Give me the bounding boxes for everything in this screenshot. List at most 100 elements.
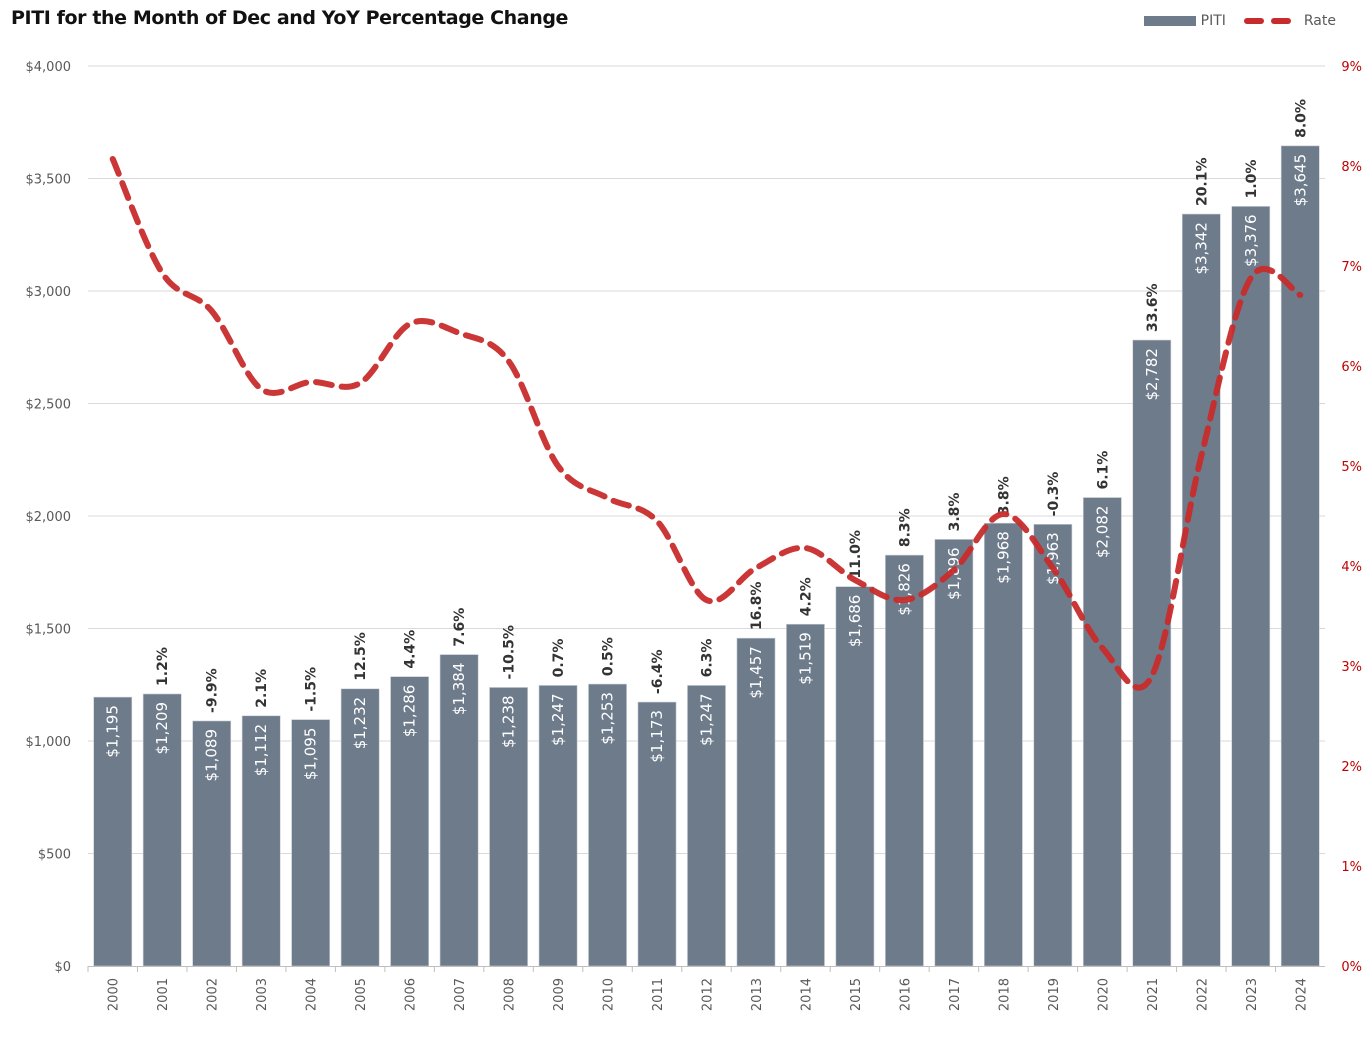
legend-piti-label: PITI [1200,13,1226,29]
bar [1082,497,1122,967]
x-tick-label: 2021 [1146,978,1161,1011]
bar-value-label: $1,384 [450,663,468,716]
bar-value-label: $1,173 [648,710,666,763]
yoy-change-label: -6.4% [650,649,666,694]
bar-value-label: $2,782 [1143,348,1161,401]
bar [192,720,232,967]
bar [786,623,825,967]
bar-value-label: $1,247 [698,693,716,746]
bar [489,687,528,967]
y-tick-label: $2,000 [26,510,72,525]
yoy-change-label: 0.7% [551,639,567,678]
legend-rate-swatch [1243,16,1296,26]
x-tick-label: 2022 [1195,978,1210,1011]
yoy-change-label: 1.2% [155,647,171,686]
x-tick-label: 2013 [750,978,765,1011]
x-tick-label: 2017 [948,978,963,1011]
bar-value-label: $1,089 [203,729,221,782]
yoy-change-label: -10.5% [502,625,518,679]
yoy-change-label: 1.0% [1244,160,1260,199]
axes: $0 $500 $1,000 $1,500 $2,000 $2,500 $3,000 $3,5… [26,60,1363,1011]
yoy-change-label: 4.4% [403,630,419,669]
x-tick-label: 2008 [503,978,518,1011]
x-tick-label: 2003 [255,978,270,1011]
bar-value-label: $1,968 [994,531,1012,584]
bar [1132,339,1172,967]
x-tick-label: 2023 [1245,978,1260,1011]
bar [439,654,479,967]
bar-value-label: $1,209 [153,702,171,755]
yoy-change-label: 3.8% [947,493,963,532]
bar-value-label: $1,457 [747,646,765,699]
bar [1181,213,1221,967]
y2-tick-label: 4% [1341,560,1362,575]
x-tick-label: 2005 [354,978,369,1011]
bar-value-label: $1,519 [796,632,814,685]
bar [340,688,380,967]
yoy-change-label: 8.0% [1293,99,1309,138]
bar-value-label: $1,232 [351,697,369,750]
x-tick-label: 2019 [1047,978,1062,1011]
y2-tick-label: 5% [1341,460,1362,475]
yoy-change-label: 2.1% [254,669,270,708]
bar [1231,206,1271,967]
yoy-change-label: -0.3% [1046,472,1062,517]
y2-tick-label: 7% [1341,260,1362,275]
x-tick-label: 2006 [404,978,419,1011]
x-tick-label: 2014 [799,978,814,1011]
yoy-change-label: -9.9% [205,668,221,713]
yoy-change-label: 20.1% [1194,157,1210,206]
bar-value-label: $1,238 [500,695,518,748]
y-tick-label: $0 [54,960,71,975]
y-tick-label: $2,500 [26,398,72,413]
x-tick-label: 2011 [651,978,666,1011]
bar-value-label: $1,686 [846,595,864,648]
bar [588,683,627,967]
yoy-change-label: 6.3% [700,639,716,678]
bar [637,701,677,967]
rate-line-layer [109,156,1304,691]
chart-title: PITI for the Month of Dec and YoY Percen… [11,7,569,29]
bar [835,586,875,967]
x-tick-label: 2002 [206,978,221,1011]
y-tick-label: $500 [38,848,71,863]
yoy-change-label: 8.3% [897,508,913,547]
bar [291,719,331,967]
legend-piti-swatch [1143,16,1196,26]
x-tick-label: 2010 [602,978,617,1011]
x-tick-label: 2015 [849,978,864,1011]
bar [538,685,578,967]
bar-value-label: $3,342 [1192,222,1210,274]
y-tick-label: $1,000 [26,735,72,750]
bar [93,696,133,967]
bar-value-label: $2,082 [1093,506,1111,559]
bar-value-label: $1,112 [252,724,270,777]
y-tick-label: $4,000 [26,60,72,75]
bar [934,539,974,967]
bar-value-label: $1,195 [104,705,122,758]
bar [885,554,924,967]
yoy-change-label: 12.5% [353,632,369,681]
y2-tick-label: 3% [1341,660,1362,675]
bar-value-label: $3,376 [1242,214,1260,267]
rate-line [109,156,1304,691]
x-tick-label: 2018 [997,978,1012,1011]
yoy-change-label: 4.2% [798,577,814,616]
bar [390,676,429,967]
y2-tick-label: 0% [1341,960,1362,975]
yoy-change-label: 3.8% [996,476,1012,515]
legend: PITI Rate [1143,13,1336,29]
yoy-change-label: 6.1% [1095,451,1111,490]
bar [984,522,1023,967]
y-tick-label: $1,500 [26,623,72,638]
x-tick-label: 2016 [898,978,913,1011]
yoy-change-label: 33.6% [1145,283,1161,332]
y2-tick-label: 6% [1341,360,1362,375]
bar-labels: $1,195 $1,209 1.2% $1,089 -9.9% $1,112 2.1% $1,… [104,99,1310,781]
x-tick-label: 2024 [1294,978,1309,1011]
yoy-change-label: 0.5% [601,637,617,676]
yoy-change-label: 16.8% [749,582,765,631]
y2-tick-label: 2% [1341,760,1362,775]
x-tick-label: 2012 [701,978,716,1011]
y2-tick-label: 8% [1341,160,1362,175]
